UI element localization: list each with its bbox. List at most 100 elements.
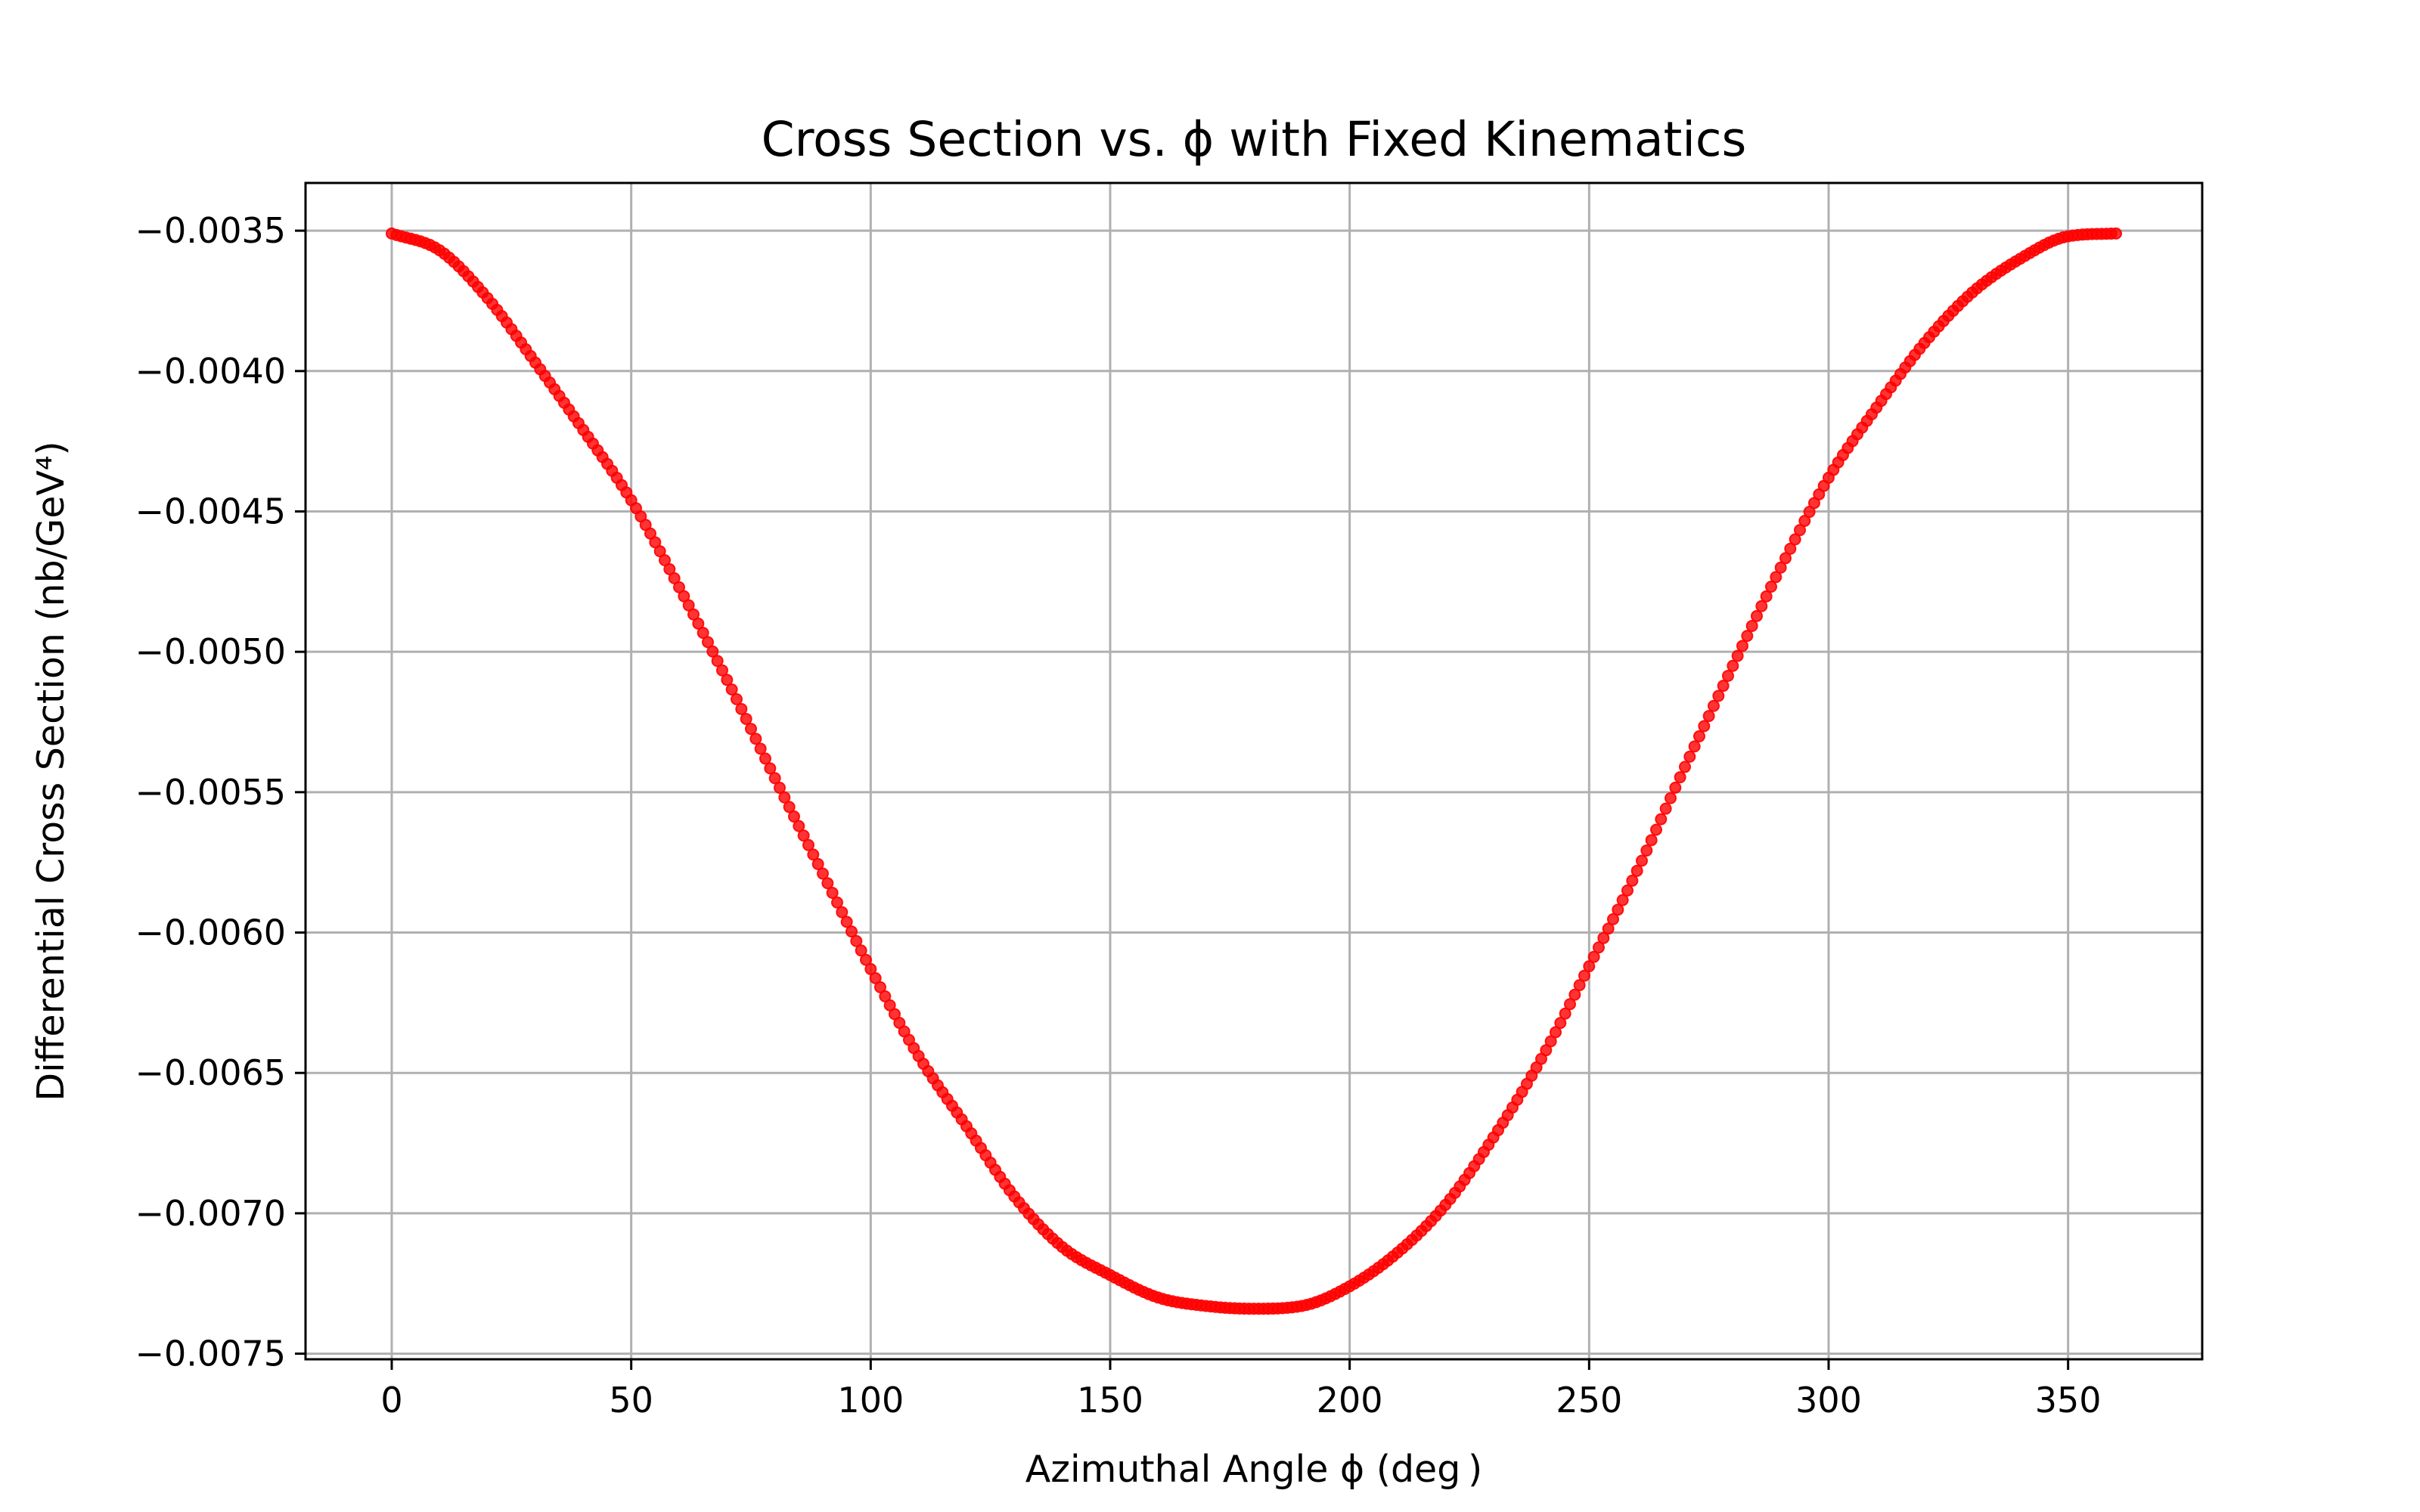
data-point <box>1683 750 1696 763</box>
x-tick-label: 50 <box>609 1380 653 1421</box>
data-point <box>702 636 714 649</box>
data-point <box>1630 864 1643 877</box>
data-point <box>807 848 820 861</box>
data-point <box>1583 960 1596 973</box>
grid <box>306 183 2202 1359</box>
data-point <box>802 838 814 851</box>
y-tick-label: −0.0065 <box>135 1052 287 1093</box>
data-point <box>1755 600 1768 612</box>
y-tick-label: −0.0045 <box>135 491 287 531</box>
y-tick-label: −0.0070 <box>135 1193 287 1234</box>
x-tick-label: 200 <box>1317 1380 1383 1421</box>
x-tick-label: 150 <box>1077 1380 1143 1421</box>
x-axis-ticks: 0 50 100 150 200 250 300 350 <box>380 1359 2102 1421</box>
data-point <box>2110 227 2122 240</box>
data-point <box>1568 988 1581 1001</box>
y-tick-label: −0.0055 <box>135 772 287 813</box>
data-point <box>1779 552 1792 565</box>
y-axis-label: Differential Cross Section (nb/GeV⁴) <box>29 441 73 1101</box>
data-point <box>1712 689 1725 702</box>
y-tick-label: −0.0035 <box>135 210 287 251</box>
data-point <box>1602 922 1615 935</box>
data-point <box>1597 931 1610 944</box>
data-point <box>1708 699 1720 712</box>
data-point <box>817 867 829 880</box>
y-tick-label: −0.0050 <box>135 631 287 672</box>
data-point <box>774 782 786 795</box>
data-point <box>735 702 748 715</box>
data-point <box>663 562 676 575</box>
data-point <box>1554 1017 1567 1030</box>
data-point <box>1717 680 1730 692</box>
data-point <box>840 916 853 928</box>
data-point <box>1669 781 1682 794</box>
x-tick-label: 250 <box>1556 1380 1622 1421</box>
data-point <box>1645 834 1658 847</box>
y-tick-label: −0.0060 <box>135 912 287 953</box>
data-point <box>864 962 877 975</box>
data-point <box>697 627 709 640</box>
data-point <box>1650 823 1662 836</box>
data-point <box>1665 792 1677 804</box>
data-point <box>797 829 810 842</box>
data-point <box>1770 571 1782 584</box>
data-point <box>706 645 719 658</box>
data-point <box>1544 1035 1557 1048</box>
y-tick-label: −0.0075 <box>135 1334 287 1374</box>
data-point <box>1640 844 1653 857</box>
data-point <box>1727 659 1739 672</box>
data-point <box>1674 771 1686 784</box>
data-point <box>1573 979 1586 992</box>
data-point <box>1679 761 1691 773</box>
data-point <box>1688 740 1701 753</box>
data-point <box>860 953 872 966</box>
data-point <box>673 581 685 593</box>
y-tick-label: −0.0040 <box>135 351 287 392</box>
data-point <box>745 723 757 736</box>
chart-title: Cross Section vs. ϕ with Fixed Kinematic… <box>762 112 1747 167</box>
data-point <box>811 857 824 870</box>
data-point <box>692 617 705 630</box>
data-point <box>826 886 839 899</box>
data-point <box>855 944 867 957</box>
data-point <box>1745 619 1758 632</box>
data-point <box>1559 1007 1571 1020</box>
data-point <box>1659 802 1672 815</box>
data-point <box>1616 894 1629 906</box>
data-point <box>1693 730 1705 742</box>
data-point <box>1765 580 1777 593</box>
data-point <box>788 810 800 823</box>
x-tick-label: 100 <box>837 1380 904 1421</box>
data-point <box>687 608 700 621</box>
data-point <box>731 692 743 705</box>
data-point <box>1702 710 1715 723</box>
data-point <box>1550 1026 1562 1039</box>
data-point <box>682 599 695 612</box>
data-point <box>850 934 863 947</box>
data-point <box>1798 515 1811 528</box>
data-point <box>845 925 858 938</box>
data-point <box>668 572 681 584</box>
data-point <box>874 981 886 993</box>
data-point <box>725 683 738 696</box>
data-point <box>1774 561 1787 574</box>
data-point <box>793 820 805 832</box>
data-point <box>711 655 724 668</box>
data-point <box>749 733 762 745</box>
data-point <box>1621 884 1634 897</box>
data-point <box>1587 950 1600 963</box>
x-tick-label: 0 <box>380 1380 402 1421</box>
data-point <box>754 742 767 755</box>
data-point <box>1607 912 1619 925</box>
data-point <box>1698 720 1711 733</box>
data-point <box>1612 903 1624 916</box>
x-tick-label: 350 <box>2035 1380 2102 1421</box>
data-point <box>1593 941 1605 954</box>
data-point <box>1784 542 1797 555</box>
data-points <box>386 227 2122 1315</box>
data-point <box>1636 854 1648 867</box>
data-point <box>1736 640 1748 652</box>
x-tick-label: 300 <box>1795 1380 1862 1421</box>
